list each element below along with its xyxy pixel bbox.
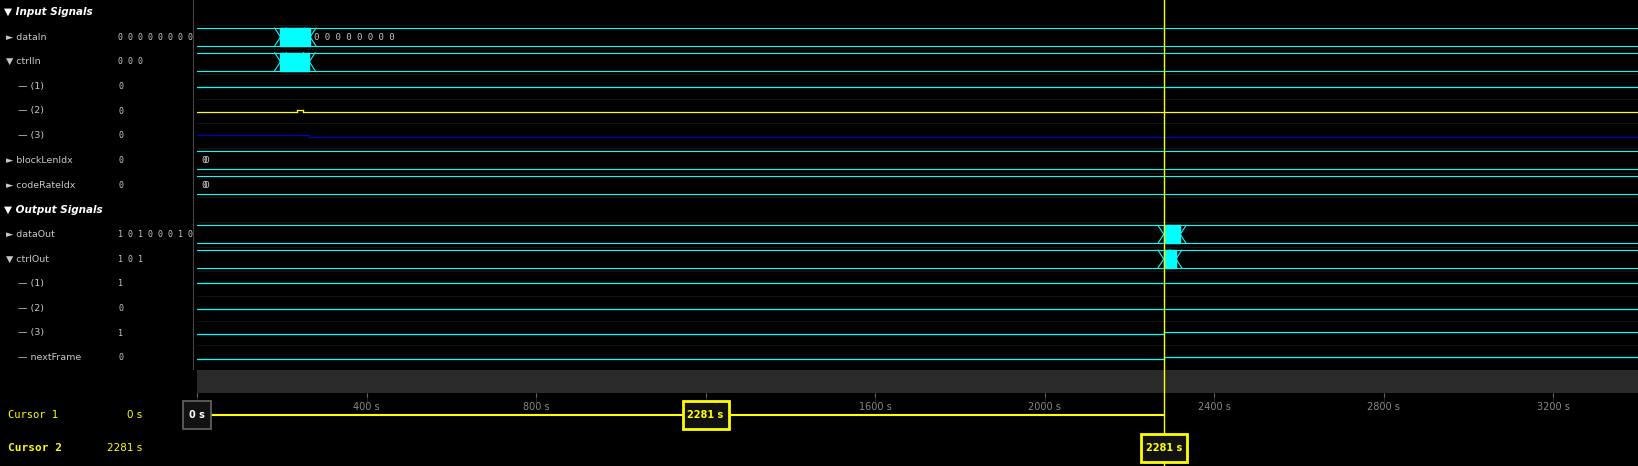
Text: 0: 0 <box>203 156 210 165</box>
Text: — (3): — (3) <box>18 131 44 140</box>
Text: 2281 s: 2281 s <box>106 443 143 453</box>
Text: ► codeRateIdx: ► codeRateIdx <box>7 180 75 190</box>
Text: — (1): — (1) <box>18 82 44 91</box>
Text: 1: 1 <box>118 329 123 337</box>
Bar <box>183 401 211 429</box>
Text: 0: 0 <box>118 353 123 362</box>
Text: Cursor 1: Cursor 1 <box>8 410 57 420</box>
Text: — nextFrame: — nextFrame <box>18 353 80 362</box>
Text: 0: 0 <box>201 156 206 165</box>
Text: 0: 0 <box>118 156 123 165</box>
Text: 1 0 1 0 0 0 1 0: 1 0 1 0 0 0 1 0 <box>118 230 193 239</box>
Bar <box>683 401 729 429</box>
Text: 0: 0 <box>118 131 123 140</box>
Text: — (2): — (2) <box>18 304 44 313</box>
Text: 0: 0 <box>118 304 123 313</box>
Text: 2281 s: 2281 s <box>1145 443 1183 453</box>
Text: Cursor 2: Cursor 2 <box>8 443 62 453</box>
Text: 0 s: 0 s <box>126 410 143 420</box>
Text: 0: 0 <box>201 180 206 190</box>
Text: 0: 0 <box>118 82 123 91</box>
Text: ► dataOut: ► dataOut <box>7 230 54 239</box>
Text: — (2): — (2) <box>18 107 44 116</box>
Text: ► blockLenIdx: ► blockLenIdx <box>7 156 72 165</box>
Bar <box>1140 434 1188 462</box>
Text: 0 0 0 0 0 0 0 0: 0 0 0 0 0 0 0 0 <box>314 33 395 41</box>
Text: 0 s: 0 s <box>188 410 205 420</box>
Text: 2281 s: 2281 s <box>688 410 724 420</box>
Text: 1 0 1: 1 0 1 <box>118 254 143 263</box>
Text: — (3): — (3) <box>18 329 44 337</box>
Text: 1: 1 <box>118 279 123 288</box>
Text: ▼ ctrlOut: ▼ ctrlOut <box>7 254 49 263</box>
Text: ▼ Output Signals: ▼ Output Signals <box>3 205 103 215</box>
Text: 0: 0 <box>203 180 210 190</box>
Text: — (1): — (1) <box>18 279 44 288</box>
Text: ▼ Input Signals: ▼ Input Signals <box>3 7 93 17</box>
Text: 0 0 0: 0 0 0 <box>118 57 143 66</box>
Text: 0: 0 <box>118 180 123 190</box>
Text: 0 0 0 0 0 0 0 0: 0 0 0 0 0 0 0 0 <box>118 33 193 41</box>
Text: ▼ ctrlIn: ▼ ctrlIn <box>7 57 41 66</box>
Text: ► dataIn: ► dataIn <box>7 33 46 41</box>
Text: 0: 0 <box>118 107 123 116</box>
